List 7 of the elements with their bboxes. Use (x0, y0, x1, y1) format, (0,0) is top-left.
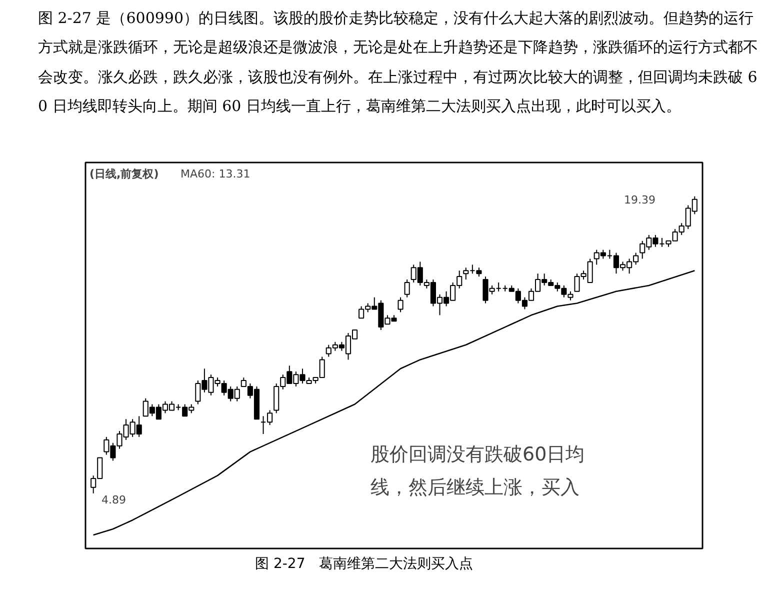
text: MA60: 13.31 (180, 168, 250, 180)
text: 图 2-27 葛南维第二大法则买入点 (255, 555, 474, 574)
text: 4.89 (102, 494, 126, 506)
caption: 图 2-27 是（600990）的日线图。该股的股价走势比较稳定，没有什么大起大落的剧烈波动。但趋势的运行方式就是涨跌循环，无论是超级浪还是微波浪，无论是处在上升趋势还是下降趋势，涨跌循环的运行方式都不会改变。涨久必跌，跌久必涨，该股也没有例外。在上涨过程中，有过两次比较大的调整，但回调均未跌破 60 日均线即转头向上。期间 60 日均线一直上行，葛南维第二大法则买入点出现，此时可以买入。 (38, 8, 759, 117)
annotation: 股价回调没有跌破60日均线，然后继续上涨，买入 (370, 444, 585, 498)
annotation: 19.39 (624, 194, 656, 206)
text: (日线,前复权) (90, 168, 159, 180)
